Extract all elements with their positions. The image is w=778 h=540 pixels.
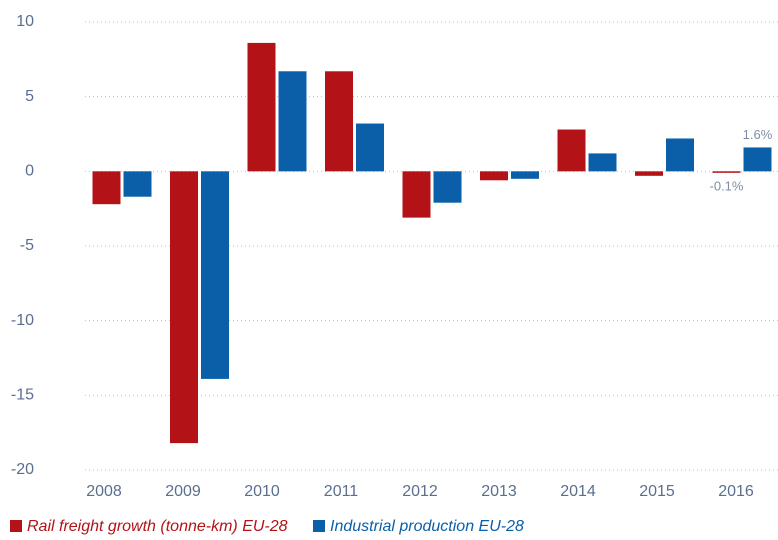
x-tick-label: 2012 (402, 483, 438, 500)
bar (480, 171, 508, 181)
x-tick-label: 2008 (86, 483, 122, 500)
legend-label: Rail freight growth (tonne-km) EU-28 (27, 518, 288, 535)
y-tick-label: -10 (11, 312, 34, 329)
legend-label: Industrial production EU-28 (330, 518, 524, 535)
bar (588, 153, 617, 172)
bar (170, 171, 198, 444)
bar (557, 129, 586, 172)
bar (433, 171, 462, 203)
data-label: -0.1% (710, 178, 744, 193)
x-tick-label: 2013 (481, 483, 517, 500)
bar (511, 171, 539, 179)
y-tick-label: -20 (11, 461, 34, 478)
y-tick-label: 5 (25, 88, 34, 105)
data-label: 1.6% (743, 127, 773, 142)
x-tick-label: 2009 (165, 483, 201, 500)
bar (635, 171, 663, 176)
bar (356, 123, 384, 172)
bar (402, 171, 431, 218)
bar (247, 42, 276, 172)
y-tick-label: 10 (16, 13, 34, 30)
bar (325, 71, 353, 172)
legend-swatch (10, 520, 22, 532)
x-tick-label: 2015 (639, 483, 675, 500)
bar (278, 71, 307, 172)
y-tick-label: -5 (20, 237, 34, 254)
x-tick-label: 2010 (244, 483, 280, 500)
x-tick-label: 2011 (324, 483, 359, 500)
bar (92, 171, 121, 205)
bar (743, 147, 772, 172)
x-tick-label: 2016 (718, 483, 754, 500)
bar (712, 171, 741, 173)
x-tick-label: 2014 (560, 483, 596, 500)
bar (123, 171, 152, 197)
bar (201, 171, 229, 379)
bar (666, 138, 694, 172)
y-tick-label: 0 (25, 163, 34, 180)
legend-swatch (313, 520, 325, 532)
y-tick-label: -15 (11, 387, 34, 404)
